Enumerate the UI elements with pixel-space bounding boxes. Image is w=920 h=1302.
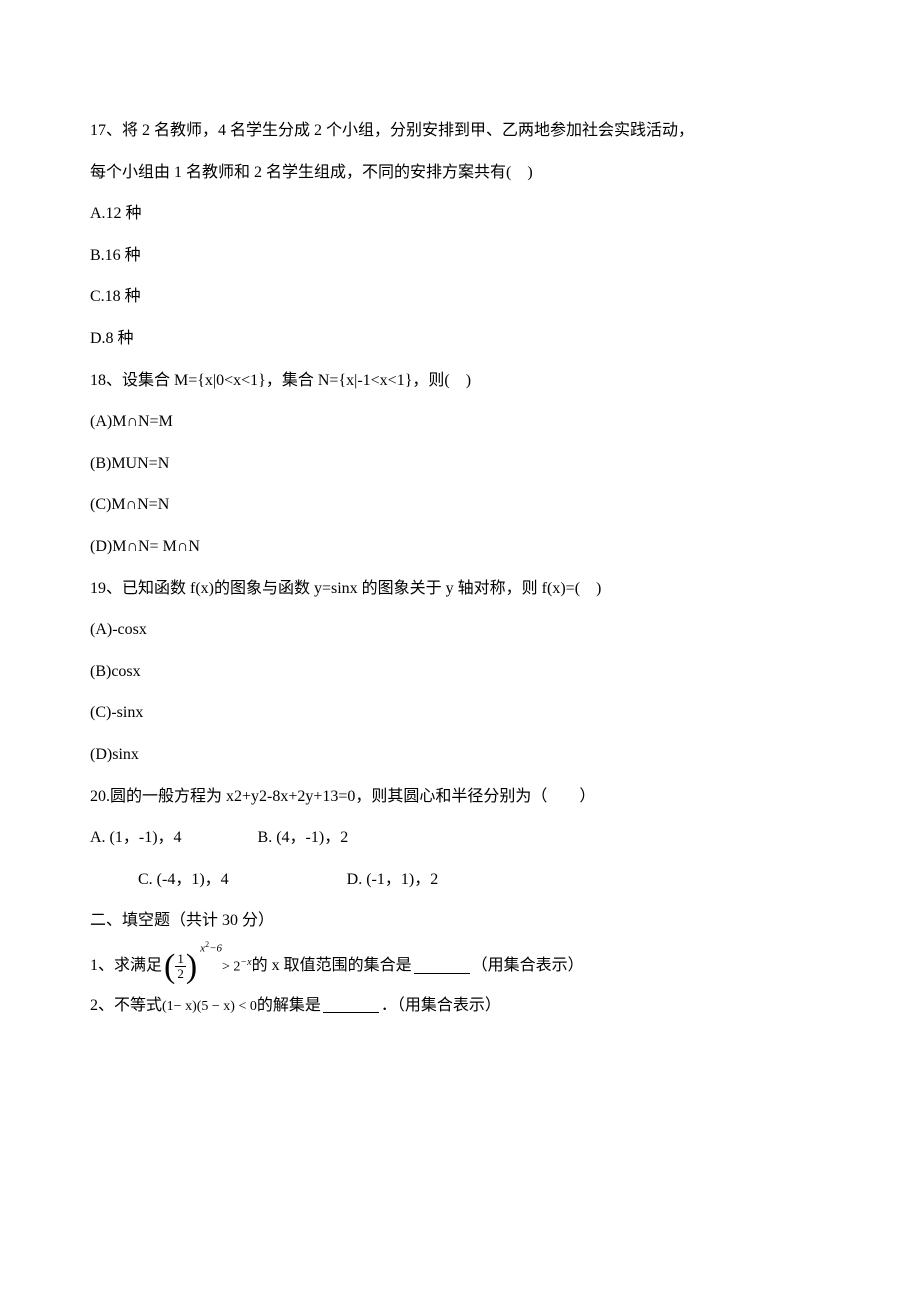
- q20-option-d: D. (-1，1)，2: [347, 871, 439, 888]
- q17-option-d: D.8 种: [90, 318, 830, 360]
- q17-option-b: B.16 种: [90, 235, 830, 277]
- q17-line1: 17、将 2 名教师，4 名学生分成 2 个小组，分别安排到甲、乙两地参加社会实…: [90, 110, 830, 152]
- fill2-mid: 的解集是: [257, 992, 321, 1021]
- fill2-expr: (1− x)(5 − x) < 0: [162, 994, 257, 1019]
- fill1-frac-num: 1: [175, 952, 186, 967]
- q18-option-d: (D)M∩N= M∩N: [90, 526, 830, 568]
- q19-option-d: (D)sinx: [90, 734, 830, 776]
- q18-option-c: (C)M∩N=N: [90, 484, 830, 526]
- q20-option-c: C. (-4，1)，4: [138, 871, 229, 888]
- q18-option-b: (B)MUN=N: [90, 443, 830, 485]
- fill1-exponent: x2−6: [200, 938, 222, 959]
- fill2-prefix: 2、不等式: [90, 992, 162, 1021]
- q17-line2: 每个小组由 1 名教师和 2 名学生组成，不同的安排方案共有( ): [90, 152, 830, 194]
- fill2-suffix: ．（用集合表示）: [381, 992, 501, 1021]
- q19-stem: 19、已知函数 f(x)的图象与函数 y=sinx 的图象关于 y 轴对称，则 …: [90, 568, 830, 610]
- q19-option-c: (C)-sinx: [90, 692, 830, 734]
- fill1-blank: [414, 960, 470, 974]
- q20-options-row1: A. (1，-1)，4 B. (4，-1)，2: [90, 817, 830, 859]
- fill1-line: 1、求满足 ( 1 2 ) x2−6 > 2−x 的 x 取值范围的集合是 （用…: [90, 950, 830, 984]
- fill1-prefix: 1、求满足: [90, 952, 162, 981]
- fill2-blank: [323, 999, 379, 1013]
- fill1-rhs: > 2−x: [222, 954, 252, 980]
- q18-option-a: (A)M∩N=M: [90, 401, 830, 443]
- q19-option-b: (B)cosx: [90, 651, 830, 693]
- q17-option-c: C.18 种: [90, 276, 830, 318]
- section2-title: 二、填空题（共计 30 分）: [90, 900, 830, 942]
- fill1-frac-den: 2: [175, 967, 186, 981]
- q20-stem: 20.圆的一般方程为 x2+y2-8x+2y+13=0，则其圆心和半径分别为（ …: [90, 776, 830, 818]
- fill2-line: 2、不等式 (1− x)(5 − x) < 0 的解集是 ．（用集合表示）: [90, 992, 830, 1021]
- q19-option-a: (A)-cosx: [90, 609, 830, 651]
- fill1-suffix1: 的 x 取值范围的集合是: [252, 952, 412, 981]
- q20-options-row2: C. (-4，1)，4 D. (-1，1)，2: [90, 859, 830, 901]
- q20-option-a: A. (1，-1)，4: [90, 829, 182, 846]
- q18-stem: 18、设集合 M={x|0<x<1}，集合 N={x|-1<x<1}，则( ): [90, 360, 830, 402]
- fill1-suffix2: （用集合表示）: [472, 952, 584, 981]
- q17-option-a: A.12 种: [90, 193, 830, 235]
- q20-option-b: B. (4，-1)，2: [258, 829, 349, 846]
- fill1-fraction-expr: ( 1 2 ): [164, 950, 197, 984]
